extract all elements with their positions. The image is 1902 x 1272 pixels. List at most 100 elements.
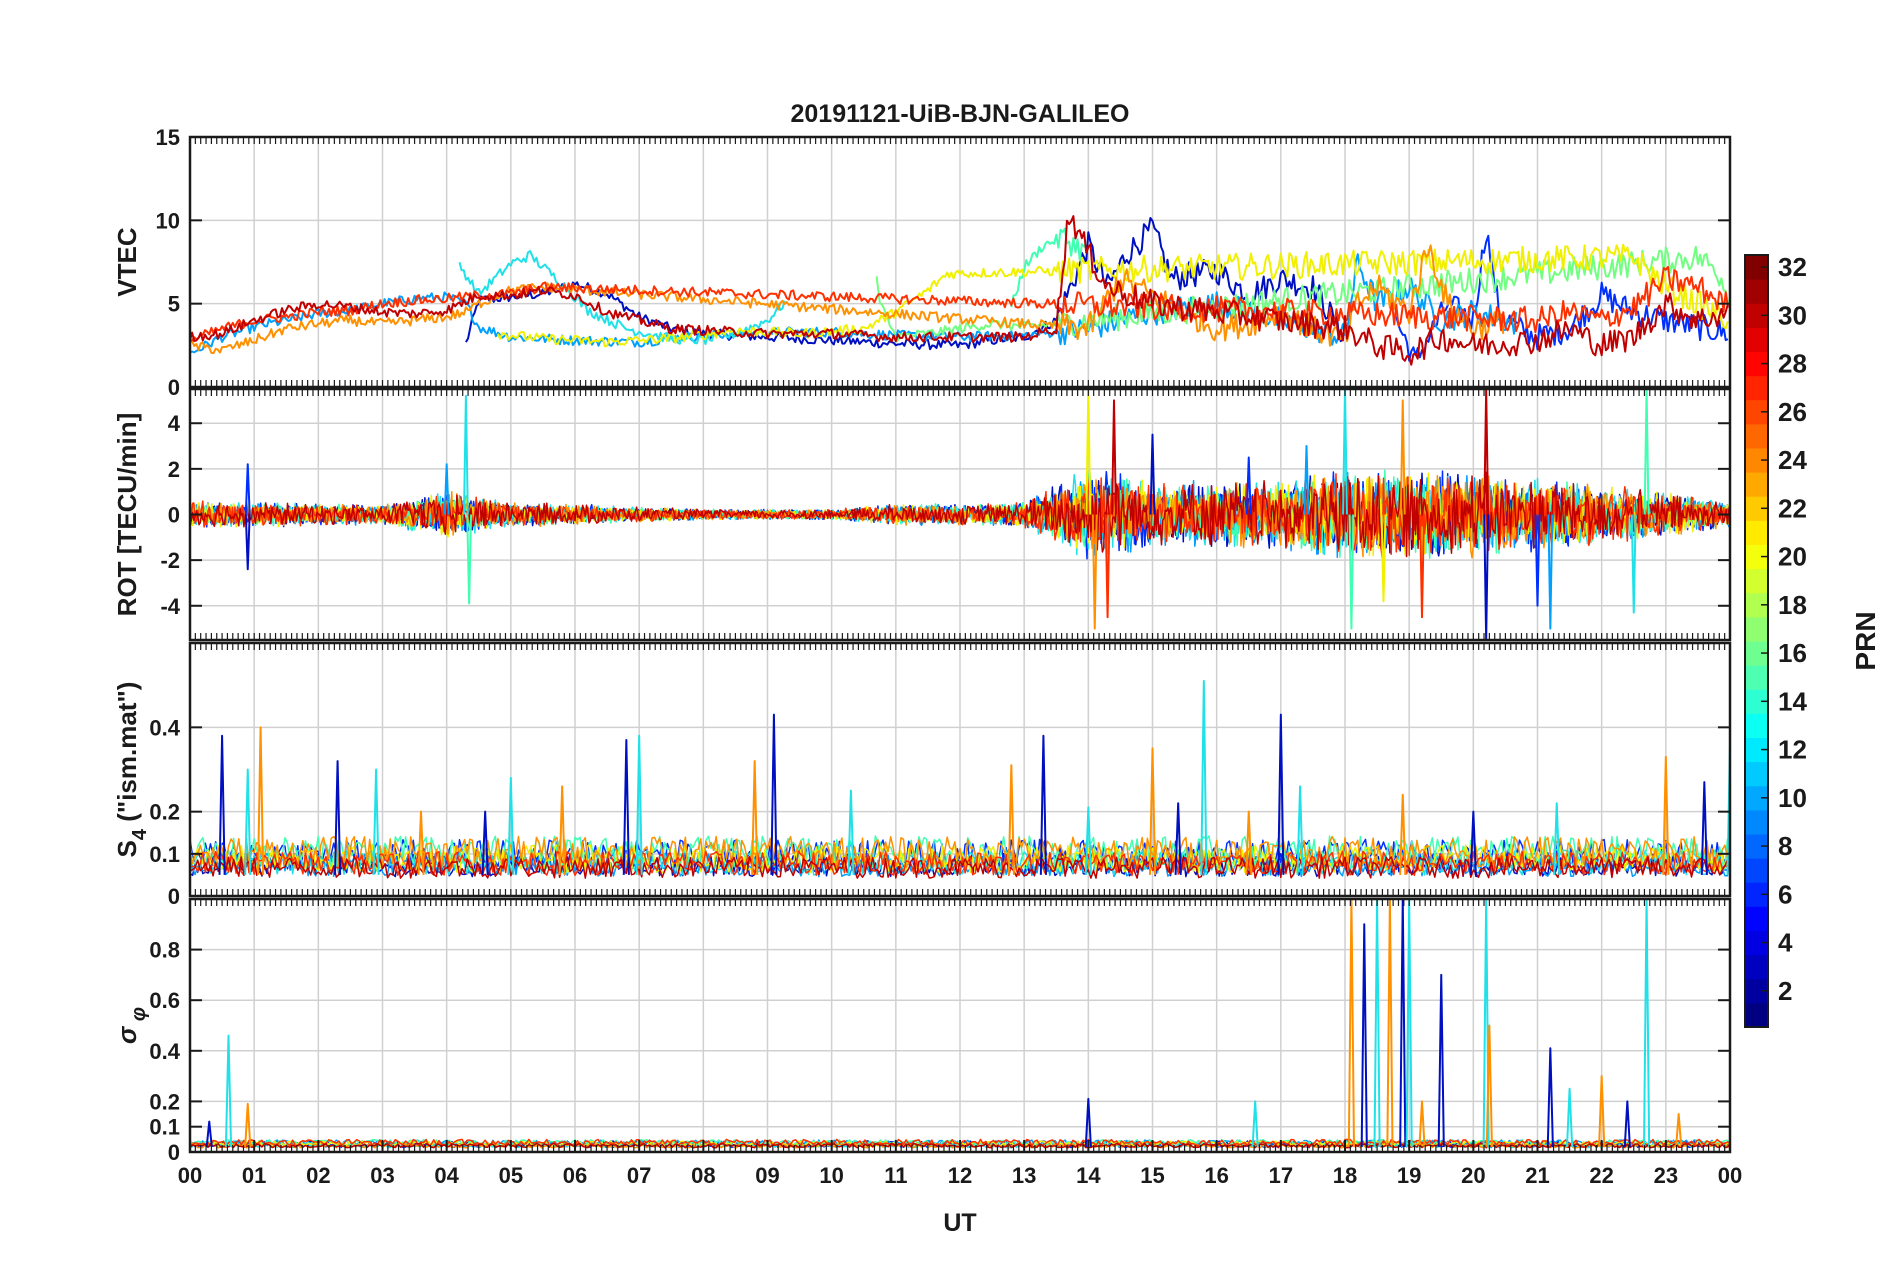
- vtec-series-prn-31: [190, 215, 1729, 366]
- y-axis-label-sigma: σ φ: [112, 1007, 150, 1044]
- sigma-spike: [224, 1034, 233, 1147]
- colorbar-label: PRN: [1850, 611, 1881, 670]
- minor-ticks-sigma: [189, 899, 1731, 1152]
- s4-spike: [1148, 747, 1157, 875]
- s4-spike: [1726, 743, 1730, 875]
- x-tick-label: 01: [242, 1163, 266, 1188]
- x-tick-label: 03: [370, 1163, 394, 1188]
- rot-spike: [244, 514, 251, 571]
- colorbar-swatch: [1745, 544, 1768, 570]
- s4-spike: [1245, 810, 1253, 875]
- x-tick-label: 18: [1333, 1163, 1357, 1188]
- colorbar-swatch: [1745, 930, 1768, 956]
- y-tick-label: 15: [156, 125, 180, 150]
- colorbar-swatch: [1745, 327, 1768, 352]
- s4-spike: [1039, 734, 1047, 875]
- y-tick-label: 5: [168, 292, 180, 317]
- y-tick-label: 0.1: [149, 1115, 180, 1140]
- rot-spike: [443, 463, 450, 515]
- colorbar-swatch: [1745, 713, 1768, 738]
- colorbar-swatch: [1745, 737, 1768, 763]
- x-tick-label: 07: [627, 1163, 651, 1188]
- rot-spike: [1399, 399, 1406, 515]
- sigma-spike: [1373, 899, 1381, 1147]
- s4-spike: [334, 760, 342, 875]
- colorbar-swatch: [1745, 1002, 1768, 1028]
- s4-spike: [481, 810, 489, 875]
- s4-trace-8: [190, 856, 1730, 879]
- colorbar-tick-label: 2: [1778, 976, 1792, 1006]
- colorbar-tick-label: 22: [1778, 493, 1807, 523]
- colorbar-swatch: [1745, 448, 1768, 473]
- colorbar-tick-label: 18: [1778, 590, 1807, 620]
- s4-spike: [1700, 781, 1708, 875]
- colorbar-tick-label: 16: [1778, 638, 1807, 668]
- colorbar-swatch: [1745, 255, 1768, 280]
- y-axis-label-rot: ROT [TECU/min]: [112, 413, 142, 617]
- colorbar-swatch: [1745, 279, 1768, 304]
- x-tick-label: 02: [306, 1163, 330, 1188]
- rot-spike: [1547, 514, 1554, 630]
- s4-spike: [507, 776, 515, 875]
- rot-spike: [1303, 445, 1310, 515]
- data-s4: [190, 679, 1730, 879]
- rot-spike: [1085, 389, 1092, 515]
- rot-spike: [1534, 514, 1541, 607]
- colorbar-swatch: [1745, 954, 1768, 980]
- colorbar-swatch: [1745, 834, 1768, 859]
- colorbar-tick-label: 14: [1778, 686, 1807, 716]
- x-tick-label: 12: [948, 1163, 972, 1188]
- colorbar-swatch: [1745, 978, 1768, 1004]
- panel-rot: -4 -2 0 2 4 ROT [TECU/min]: [112, 387, 1732, 642]
- y-tick-label: 0.8: [149, 938, 180, 963]
- colorbar-tick-label: 6: [1778, 879, 1792, 909]
- rot-spike: [1348, 514, 1355, 630]
- data-vtec: [190, 215, 1729, 366]
- colorbar-swatch: [1745, 689, 1768, 714]
- s4-spike: [1399, 793, 1407, 875]
- colorbar-swatch: [1745, 520, 1768, 545]
- s4-spike: [1553, 802, 1561, 875]
- s4-spike: [372, 768, 380, 875]
- minor-ticks-vtec: [189, 137, 1731, 387]
- rot-spike: [1111, 399, 1117, 515]
- rot-trace-8: [190, 471, 1730, 558]
- sigma-spike: [1360, 923, 1368, 1147]
- y-tick-label: 0: [168, 375, 180, 400]
- colorbar-swatch: [1745, 351, 1768, 377]
- colorbar-tick-label: 10: [1778, 783, 1807, 813]
- colorbar-tick-label: 30: [1778, 300, 1807, 330]
- x-tick-label: 17: [1269, 1163, 1293, 1188]
- rot-spike: [1104, 514, 1111, 619]
- colorbar-swatch: [1745, 809, 1768, 835]
- rot-spike: [1091, 514, 1098, 630]
- sigma-spike: [1598, 1075, 1606, 1147]
- rot-spike: [1245, 456, 1252, 515]
- data-rot: [190, 389, 1730, 640]
- y-axis-label-vtec: VTEC: [112, 227, 142, 297]
- vtec-series-prn-2: [465, 217, 1344, 351]
- sigma-spike: [1386, 899, 1394, 1147]
- s4-spike: [751, 760, 759, 875]
- sigma-spike: [1643, 899, 1651, 1147]
- sigma-spike: [1084, 1097, 1092, 1147]
- colorbar-swatch: [1745, 303, 1768, 328]
- rot-spike: [466, 514, 473, 605]
- s4-trace-2: [190, 852, 1730, 878]
- chart-title: 20191121-UiB-BJN-GALILEO: [790, 100, 1129, 128]
- y-tick-label: 0: [168, 884, 180, 909]
- sigma-spike: [1566, 1087, 1574, 1147]
- s4-spike: [1662, 755, 1670, 875]
- y-tick-label: 0.2: [149, 800, 180, 825]
- rot-spike: [1483, 389, 1490, 515]
- colorbar-tick-label: 32: [1778, 252, 1807, 282]
- x-tick-label: 22: [1589, 1163, 1613, 1188]
- colorbar-swatch: [1745, 858, 1768, 883]
- s4-spike: [558, 785, 566, 875]
- sigma-spike: [1251, 1100, 1259, 1147]
- colorbar-swatch: [1745, 399, 1768, 425]
- colorbar-frame: [1744, 254, 1769, 1028]
- x-tick-label: 10: [819, 1163, 843, 1188]
